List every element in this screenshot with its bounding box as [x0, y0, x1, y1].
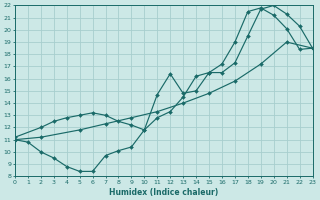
X-axis label: Humidex (Indice chaleur): Humidex (Indice chaleur): [109, 188, 218, 197]
